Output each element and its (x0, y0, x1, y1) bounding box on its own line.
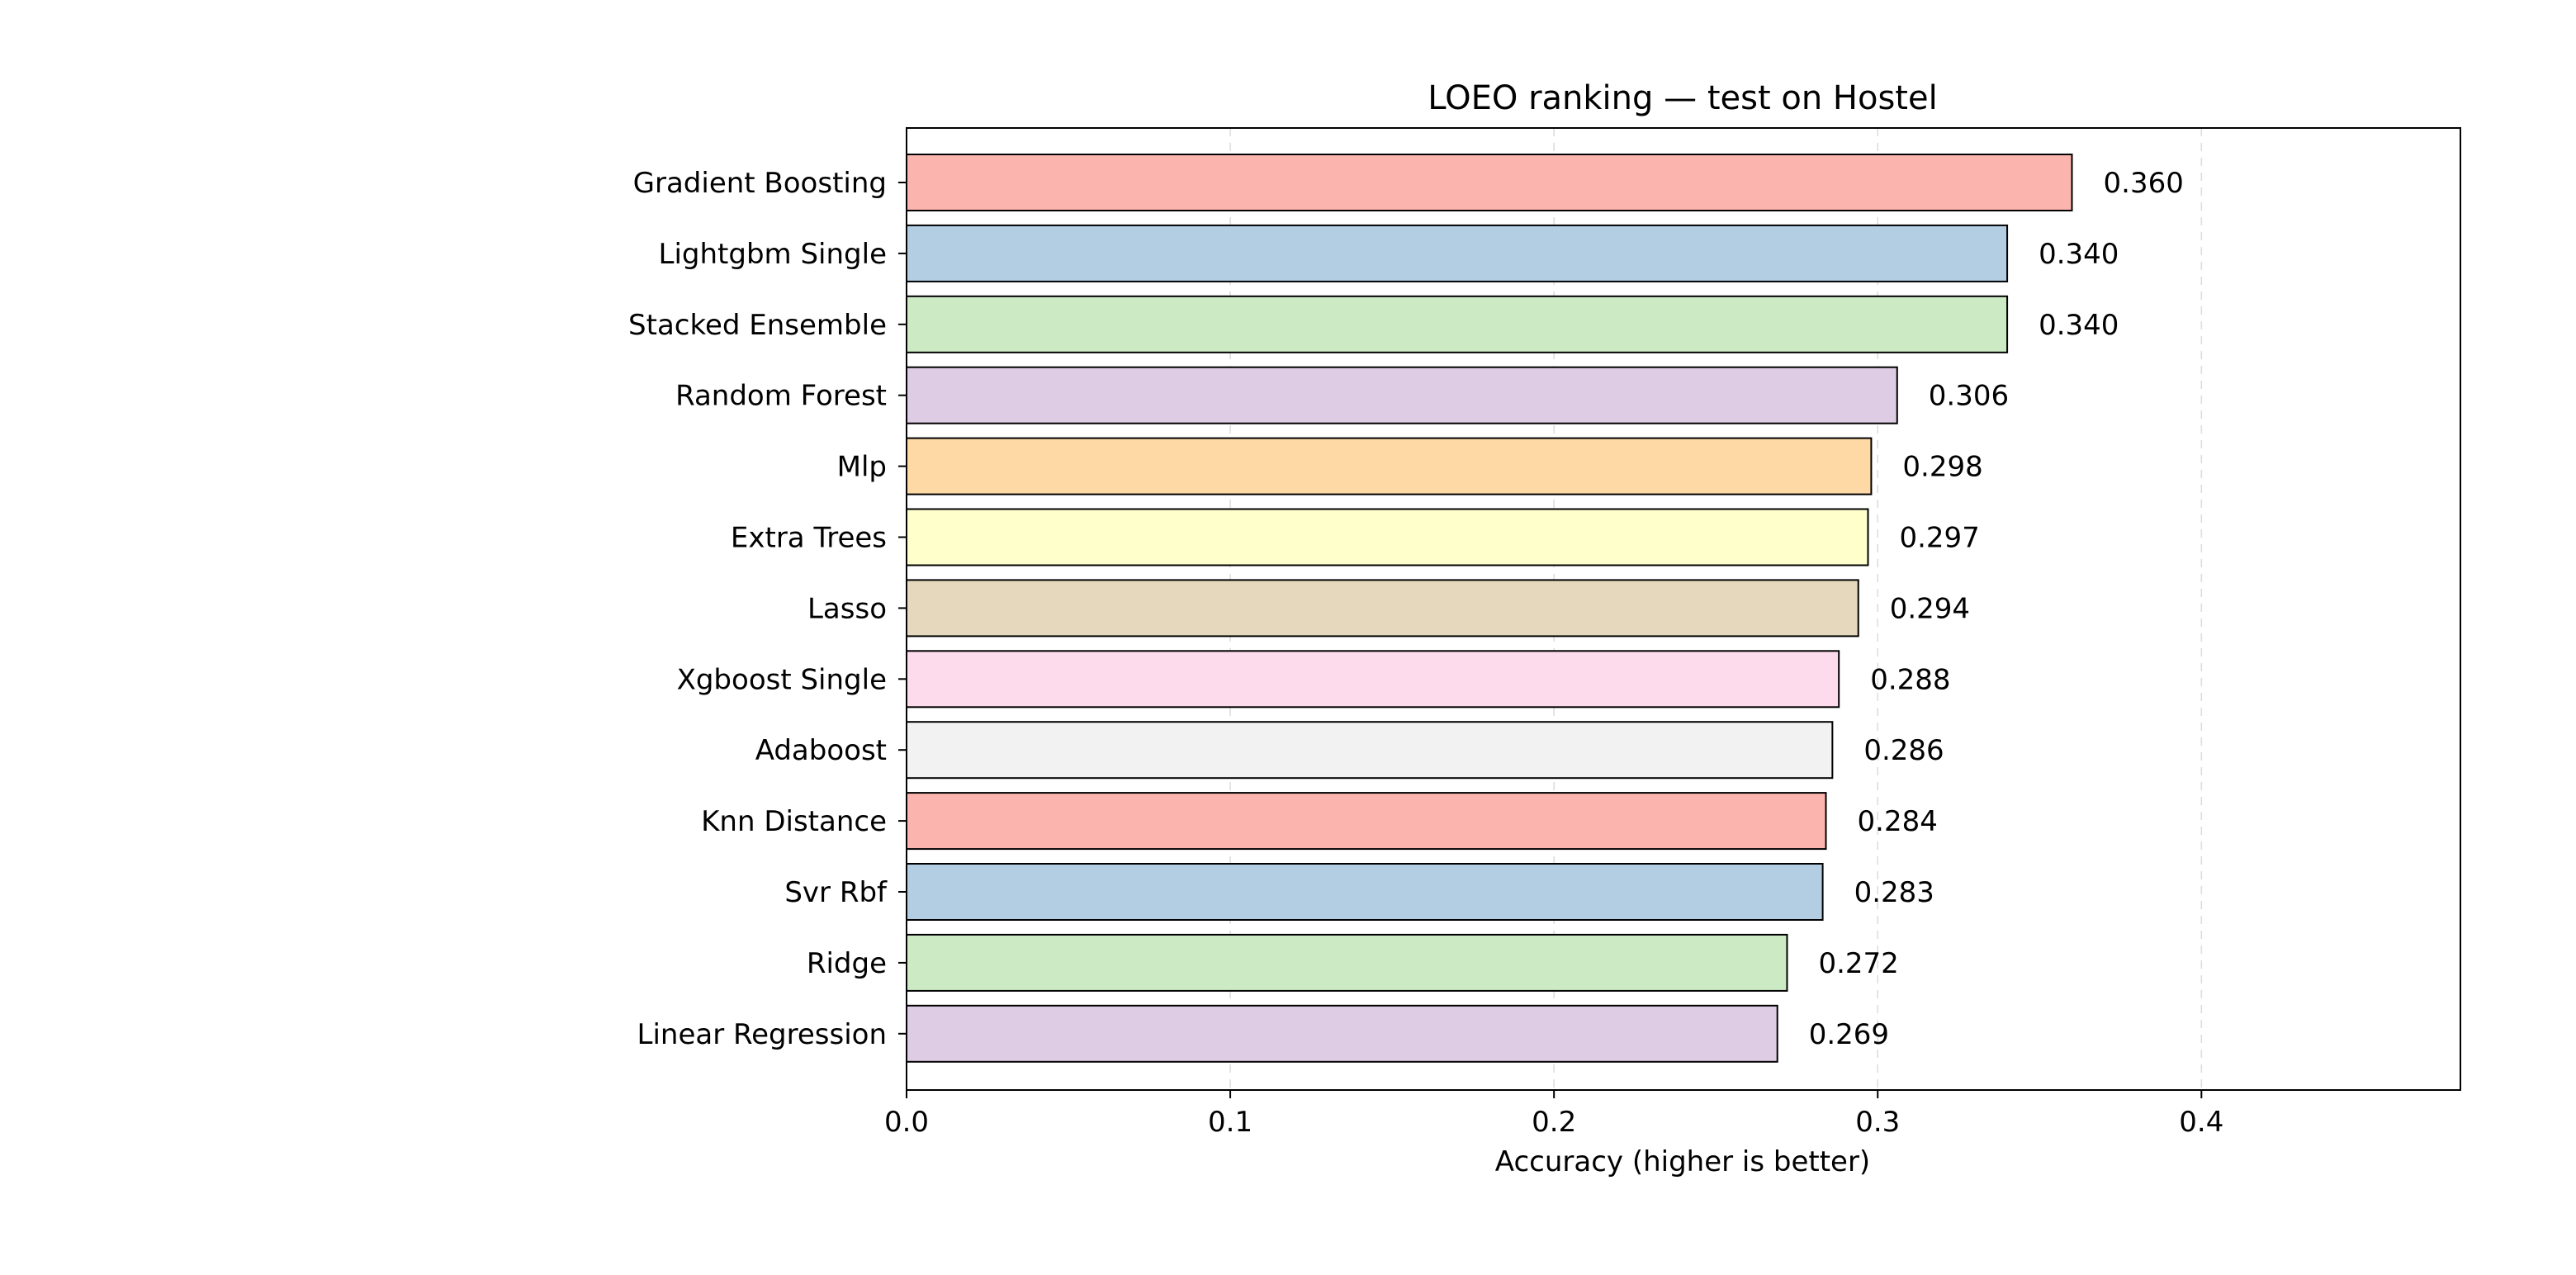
bar-4 (906, 437, 1873, 495)
category-label-5: Extra Trees (731, 522, 887, 555)
x-tick-label-3: 0.3 (1855, 1106, 1900, 1139)
category-label-7: Xgboost Single (677, 663, 887, 696)
bar-2 (906, 295, 2009, 353)
bar-1 (906, 224, 2009, 282)
category-label-4: Mlp (837, 451, 887, 484)
category-label-0: Gradient Boosting (633, 167, 887, 200)
x-axis-label: Accuracy (higher is better) (1495, 1145, 1870, 1178)
plot-frame (906, 127, 2461, 1091)
category-label-6: Lasso (807, 592, 887, 625)
category-label-10: Svr Rbf (784, 876, 888, 909)
value-label-9: 0.284 (1858, 805, 1938, 838)
y-axis-ticks: Gradient Boosting Lightgbm Single Stacked … (628, 167, 907, 1051)
category-label-9: Knn Distance (701, 805, 887, 838)
value-label-8: 0.286 (1863, 734, 1944, 767)
value-label-6: 0.294 (1890, 592, 1970, 625)
bars: 0.360 0.340 0.340 0.306 0.298 0.297 0.294 0.288… (906, 154, 2184, 1063)
value-label-12: 0.269 (1809, 1018, 1889, 1051)
bar-10 (906, 863, 1824, 921)
bar-5 (906, 508, 1869, 566)
category-label-1: Lightgbm Single (659, 238, 887, 271)
value-label-11: 0.272 (1818, 947, 1898, 980)
value-label-0: 0.360 (2104, 167, 2184, 200)
category-label-8: Adaboost (755, 734, 887, 767)
value-label-7: 0.288 (1870, 663, 1950, 696)
bar-12 (906, 1004, 1778, 1063)
value-label-1: 0.340 (2039, 238, 2119, 271)
bar-3 (906, 366, 1898, 424)
value-label-10: 0.283 (1854, 876, 1934, 909)
value-label-4: 0.298 (1902, 451, 1982, 484)
category-label-3: Random Forest (675, 380, 887, 413)
bar-9 (906, 792, 1827, 851)
value-label-3: 0.306 (1929, 380, 2009, 413)
category-label-12: Linear Regression (637, 1018, 887, 1051)
bar-6 (906, 579, 1859, 638)
bar-8 (906, 721, 1834, 780)
x-tick-label-0: 0.0 (884, 1106, 929, 1139)
x-tick-label-2: 0.2 (1532, 1106, 1576, 1139)
x-tick-label-1: 0.1 (1208, 1106, 1252, 1139)
bar-11 (906, 933, 1788, 992)
category-label-2: Stacked Ensemble (628, 309, 887, 342)
x-axis-ticks: 0.0 0.1 0.2 0.3 0.4 (884, 1090, 2223, 1139)
value-label-2: 0.340 (2039, 309, 2119, 342)
category-label-11: Ridge (807, 947, 887, 980)
bar-7 (906, 650, 1840, 709)
value-label-5: 0.297 (1899, 522, 1979, 555)
chart-title: LOEO ranking — test on Hostel (1428, 79, 1937, 117)
bar-0 (906, 154, 2073, 211)
x-tick-label-4: 0.4 (2179, 1106, 2223, 1139)
